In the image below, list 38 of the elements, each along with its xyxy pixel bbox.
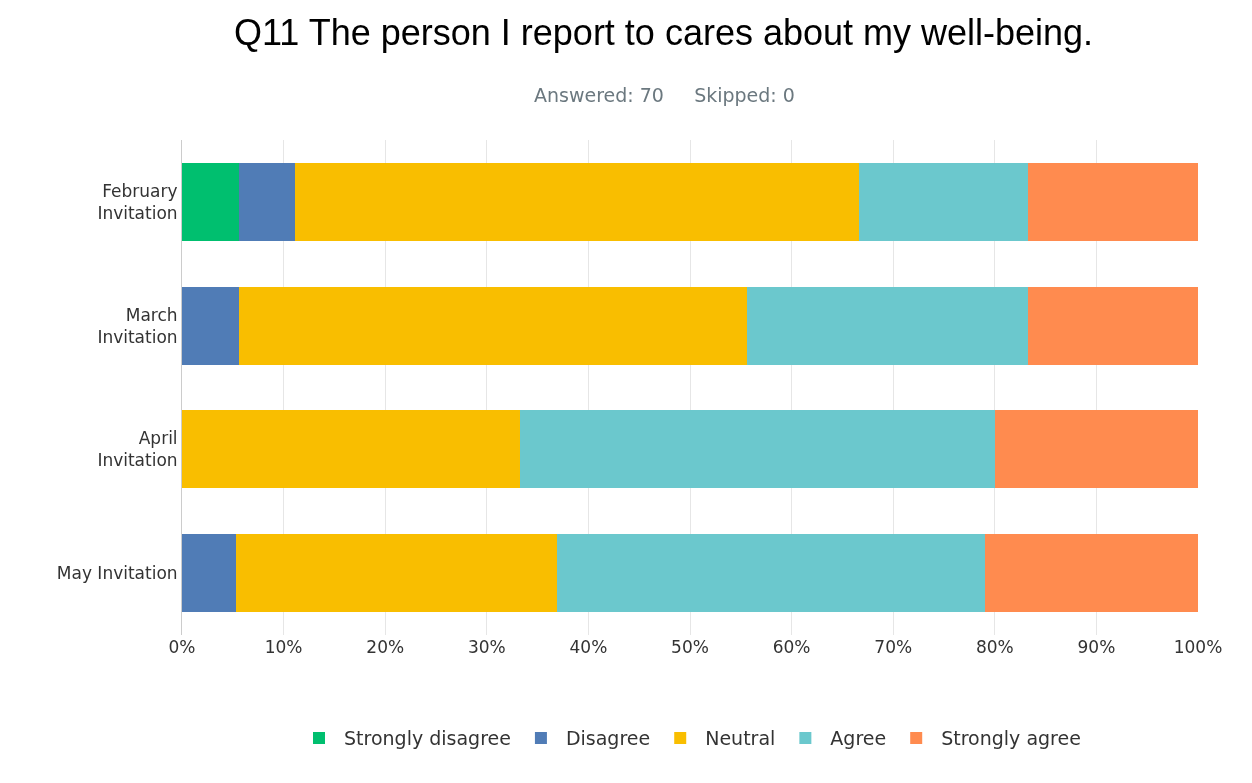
x-tick-label: 80%	[975, 637, 1014, 657]
x-tick-label: 70%	[874, 637, 913, 657]
bar	[858, 162, 1029, 241]
legend-label: Agree	[830, 727, 887, 750]
bar	[556, 534, 985, 613]
legend-label: Neutral	[705, 727, 776, 750]
bar	[182, 162, 239, 241]
x-tick-label: 10%	[264, 637, 303, 657]
bar	[235, 534, 557, 613]
x-tick-label: 100%	[1173, 637, 1223, 657]
x-tick-label: 20%	[366, 637, 405, 657]
bar	[984, 534, 1198, 613]
bar	[746, 286, 1029, 365]
bar	[238, 286, 747, 365]
x-tick-label: 40%	[569, 637, 608, 657]
bar	[520, 410, 995, 489]
bar	[1028, 286, 1198, 365]
y-tick-label: April Invitation	[97, 428, 178, 471]
legend-label: Disagree	[565, 727, 651, 750]
chart-subtitle: Answered: 70 Skipped: 0	[534, 84, 795, 106]
x-tick-label: 60%	[772, 637, 811, 657]
chart-title: Q11 The person I report to cares about my well-being.	[234, 11, 1094, 53]
y-tick-label: March Invitation	[97, 304, 178, 347]
x-tick-label: 90%	[1077, 637, 1116, 657]
x-tick-label: 30%	[467, 637, 506, 657]
bar	[994, 410, 1198, 489]
bar	[1028, 162, 1198, 241]
x-tick-label: 0%	[168, 637, 196, 657]
x-tick-label: 50%	[671, 637, 709, 657]
legend-label: Strongly disagree	[344, 727, 511, 750]
bar	[182, 534, 236, 613]
bar	[294, 162, 859, 241]
y-tick-label: May Invitation	[56, 563, 178, 584]
bar	[238, 162, 295, 241]
y-tick-label: February Invitation	[97, 180, 178, 223]
legend-label: Strongly agree	[941, 727, 1081, 750]
bar	[182, 286, 239, 365]
bar	[182, 410, 521, 489]
